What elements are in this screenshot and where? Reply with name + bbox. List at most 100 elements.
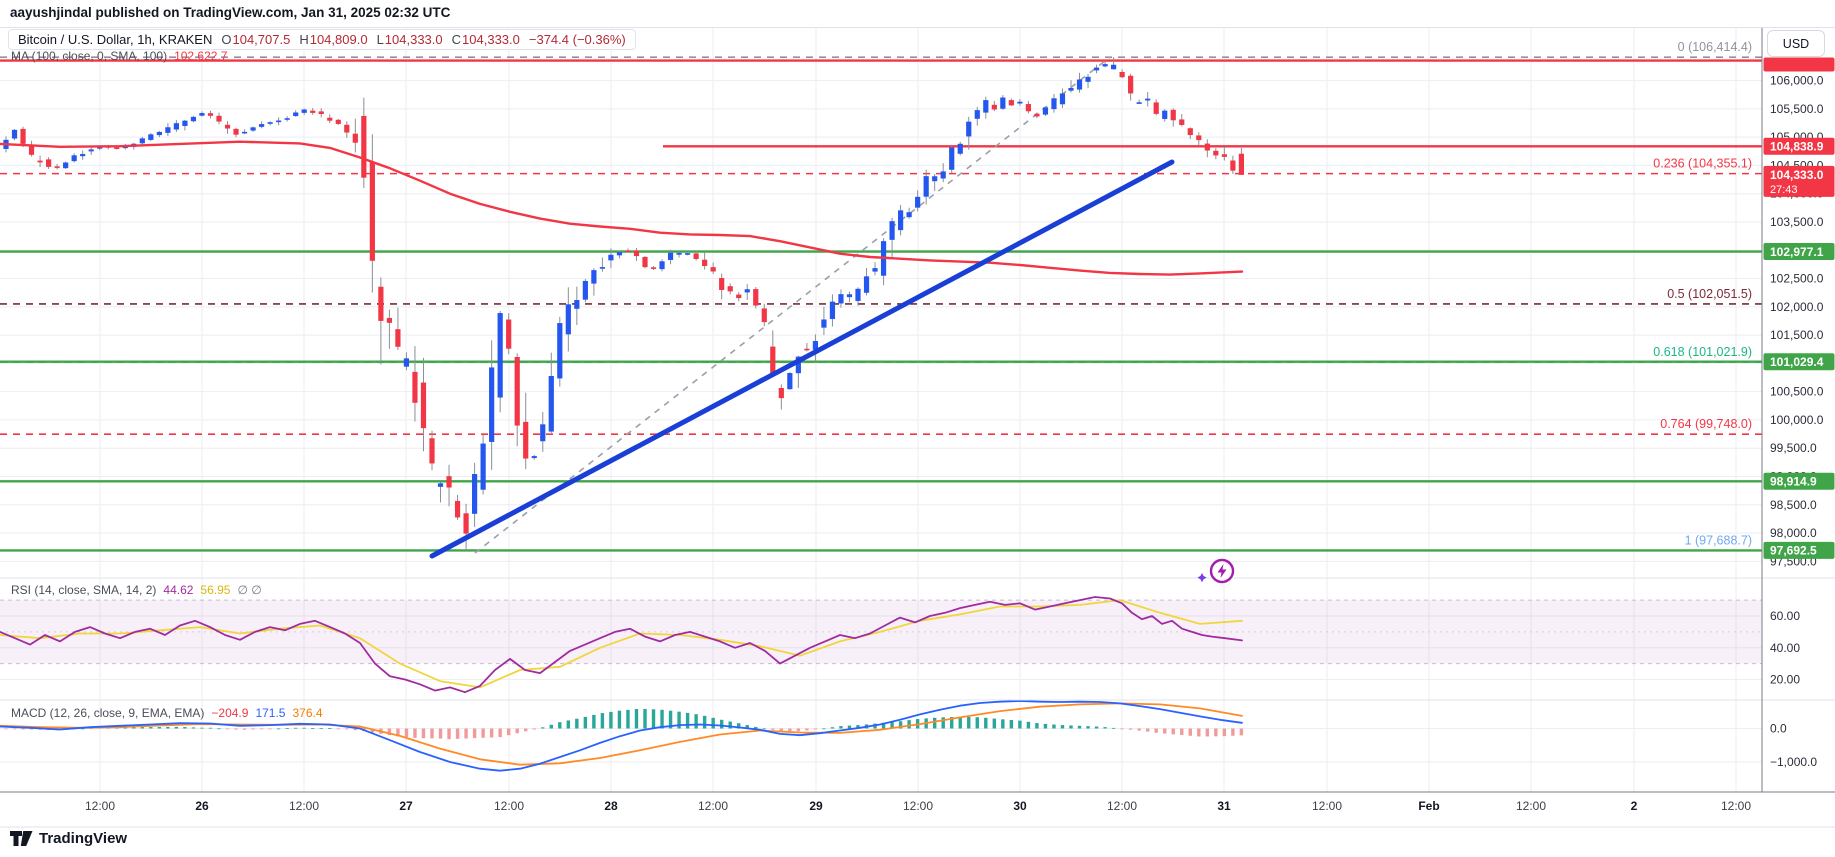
macd-hist-bar bbox=[328, 728, 332, 729]
tradingview-footer[interactable]: TradingView bbox=[10, 830, 127, 847]
symbol-legend[interactable]: Bitcoin / U.S. Dollar, 1h, KRAKEN O104,7… bbox=[8, 29, 636, 50]
macd-hist-bar bbox=[404, 728, 409, 738]
candle-body bbox=[1238, 153, 1244, 175]
candle-body bbox=[1042, 107, 1049, 115]
macd-hist-bar bbox=[157, 727, 162, 729]
macd-hist-bar bbox=[992, 718, 997, 729]
ohlc-close: C104,333.0 bbox=[451, 32, 520, 47]
fib-level-label: 0.5 (102,051.5) bbox=[1667, 287, 1752, 301]
candle-body bbox=[190, 116, 197, 122]
macd-hist-bar bbox=[12, 728, 17, 730]
rsi-sma-value: 56.95 bbox=[200, 583, 231, 597]
candle-body bbox=[318, 111, 324, 115]
candle-body bbox=[1136, 102, 1142, 104]
price-tick-label: 99,500.0 bbox=[1770, 441, 1817, 455]
trendline[interactable] bbox=[429, 159, 1175, 559]
rsi-legend[interactable]: RSI (14, close, SMA, 14, 2) 44.62 56.95 … bbox=[11, 583, 262, 597]
macd-hist-bar bbox=[1077, 725, 1082, 729]
chart-plot-area[interactable] bbox=[0, 28, 1762, 792]
candle-body bbox=[207, 113, 214, 116]
support-price-badge-text: 98,914.9 bbox=[1770, 474, 1817, 488]
macd-hist-bar bbox=[1035, 723, 1039, 729]
rsi-sma-line bbox=[0, 599, 1243, 689]
price-axis-area[interactable] bbox=[1762, 28, 1835, 792]
candle-body bbox=[335, 119, 341, 124]
candle-body bbox=[693, 253, 699, 259]
candle-body bbox=[548, 375, 554, 432]
rsi-tick-label: 40.00 bbox=[1770, 641, 1800, 655]
macd-hist-bar bbox=[268, 728, 272, 730]
macd-hist-bar bbox=[694, 714, 698, 729]
macd-hist-bar bbox=[208, 727, 213, 729]
candle-body bbox=[599, 267, 605, 269]
support-price-badge-text: 97,692.5 bbox=[1770, 544, 1817, 558]
macd-hist-bar bbox=[1043, 723, 1048, 729]
ma-100-line bbox=[0, 140, 1244, 276]
macd-hist-value: −204.9 bbox=[211, 706, 249, 720]
candle-body bbox=[1230, 160, 1236, 171]
candle-body bbox=[97, 147, 103, 149]
candle-body bbox=[1153, 102, 1159, 114]
candle-body bbox=[983, 100, 989, 113]
price-tick-label: 102,500.0 bbox=[1770, 272, 1824, 286]
candle-body bbox=[608, 254, 614, 261]
macd-hist-bar bbox=[984, 717, 988, 729]
macd-hist-bar bbox=[1103, 727, 1107, 729]
candle-body bbox=[437, 483, 444, 487]
tradingview-logo-icon bbox=[10, 831, 33, 846]
macd-hist-bar bbox=[702, 715, 707, 729]
macd-hist-bar bbox=[532, 728, 536, 730]
macd-legend-label: MACD (12, 26, close, 9, EMA, EMA) bbox=[11, 706, 205, 720]
macd-hist-bar bbox=[455, 728, 460, 739]
time-axis-area[interactable] bbox=[0, 792, 1762, 827]
macd-hist-bar bbox=[132, 727, 136, 729]
rsi-value: 44.62 bbox=[163, 583, 194, 597]
candle-body bbox=[863, 276, 870, 293]
macd-hist-bar bbox=[1163, 728, 1167, 734]
time-axis-label: 27 bbox=[399, 799, 413, 813]
macd-legend[interactable]: MACD (12, 26, close, 9, EMA, EMA) −204.9… bbox=[11, 706, 323, 720]
macd-hist-bar bbox=[754, 726, 758, 729]
macd-hist-bar bbox=[634, 709, 639, 729]
macd-signal-value: 376.4 bbox=[292, 706, 323, 720]
macd-hist-bar bbox=[856, 725, 860, 729]
occluded-price-badge-bg bbox=[1763, 57, 1835, 72]
candle-body bbox=[1000, 97, 1006, 109]
support-price-badge-bg bbox=[1763, 541, 1835, 559]
candle-body bbox=[787, 373, 793, 390]
currency-toggle[interactable]: USD bbox=[1767, 30, 1825, 57]
candle-body bbox=[71, 155, 77, 162]
macd-hist-bar bbox=[617, 710, 622, 729]
candle-body bbox=[267, 122, 273, 124]
candle-body bbox=[463, 513, 469, 534]
candle-body bbox=[1196, 135, 1202, 141]
macd-hist-bar bbox=[745, 725, 749, 729]
macd-hist-bar bbox=[1154, 728, 1158, 733]
macd-hist-bar bbox=[370, 728, 375, 733]
macd-hist-bar bbox=[575, 718, 579, 729]
macd-hist-bar bbox=[276, 728, 281, 730]
candle-body bbox=[923, 176, 929, 197]
candle-body bbox=[489, 367, 495, 442]
macd-hist-bar bbox=[958, 716, 962, 729]
lightning-boost-icon[interactable] bbox=[1197, 558, 1235, 584]
candle-body bbox=[122, 146, 128, 149]
ma-legend[interactable]: MA (100, close, 0, SMA, 100) 102,622.7 bbox=[11, 49, 227, 63]
price-tick-label: 102,000.0 bbox=[1770, 300, 1824, 314]
macd-hist-bar bbox=[1086, 726, 1090, 729]
candle-body bbox=[633, 250, 640, 257]
candle-body bbox=[63, 162, 69, 169]
macd-hist-bar bbox=[80, 728, 85, 730]
macd-hist-bar bbox=[524, 728, 528, 732]
candle-body bbox=[420, 382, 427, 429]
candle-body bbox=[1051, 98, 1057, 110]
candle-body bbox=[37, 160, 43, 163]
macd-hist-bar bbox=[430, 728, 434, 739]
support-price-badge-bg bbox=[1763, 472, 1835, 490]
macd-hist-bar bbox=[660, 709, 664, 729]
macd-hist-bar bbox=[643, 708, 647, 729]
price-tick-label: 106,000.0 bbox=[1770, 74, 1824, 88]
candle-body bbox=[276, 120, 282, 123]
ma-value: 102,622.7 bbox=[174, 49, 228, 63]
candle-body bbox=[940, 171, 946, 179]
